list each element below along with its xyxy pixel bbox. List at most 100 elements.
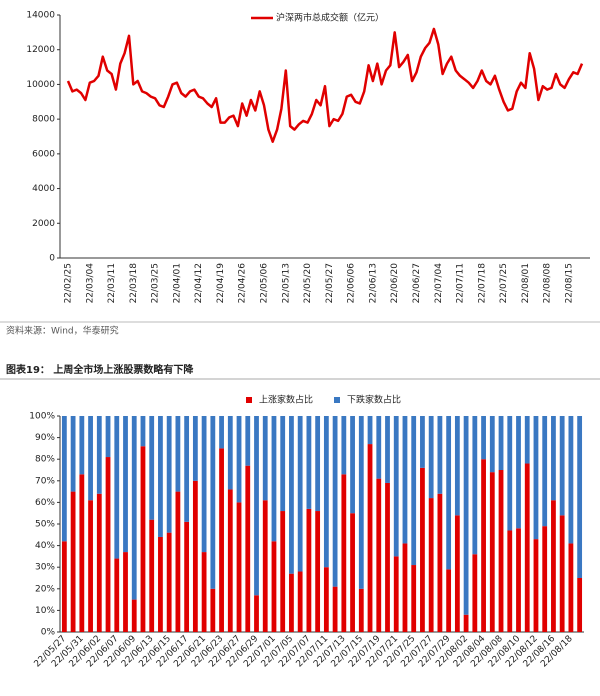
bar-segment	[402, 543, 408, 632]
bar-segment	[341, 474, 347, 632]
bar-segment	[332, 416, 338, 587]
bar-segment	[393, 556, 399, 632]
bar-segment	[385, 482, 390, 632]
x-tick-label: 22/05/27	[325, 263, 335, 303]
legend-swatch	[246, 397, 252, 403]
bar-segment	[420, 467, 425, 632]
y-tick-label: 10%	[35, 606, 55, 616]
bar-segment	[96, 416, 102, 494]
bar-segment	[428, 416, 434, 499]
bar-segment	[105, 416, 111, 458]
bar-segment	[577, 416, 583, 578]
bar-segment	[280, 416, 286, 512]
bar-segment	[245, 416, 251, 466]
bar-segment	[210, 588, 216, 632]
bar-segment	[158, 536, 163, 632]
bar-segment	[489, 416, 495, 473]
x-tick-label: 22/08/08	[543, 263, 553, 304]
bar-segment	[114, 558, 120, 632]
y-tick-label: 12000	[26, 45, 55, 55]
y-tick-label: 0%	[41, 628, 56, 638]
figure-title: 图表19： 上周全市场上涨股票数略有下降	[6, 363, 194, 376]
x-tick-label: 22/03/18	[129, 263, 139, 304]
bar-segment	[210, 416, 216, 589]
x-tick-label: 22/06/13	[368, 263, 378, 303]
x-tick-label: 22/06/06	[347, 263, 357, 304]
bar-segment	[454, 416, 460, 516]
x-tick-label: 22/04/26	[238, 263, 248, 304]
bar-segment	[472, 554, 478, 632]
bar-segment	[385, 416, 390, 483]
bar-segment	[437, 416, 443, 494]
bar-segment	[350, 513, 355, 632]
y-tick-label: 0	[49, 254, 55, 264]
bar-segment	[79, 474, 85, 632]
bar-segment	[332, 586, 338, 632]
bar-segment	[472, 416, 478, 555]
bar-segment	[219, 416, 224, 449]
bar-segment	[376, 478, 382, 632]
bar-segment	[227, 416, 233, 490]
bar-segment	[123, 416, 128, 553]
y-tick-label: 30%	[35, 563, 55, 573]
bar-segment	[254, 416, 259, 596]
bar-segment	[420, 416, 425, 468]
y-tick-label: 40%	[35, 541, 55, 551]
y-tick-label: 80%	[35, 455, 55, 465]
bar-segment	[350, 416, 355, 514]
bar-segment	[166, 532, 172, 632]
bar-segment	[507, 416, 513, 531]
bar-segment	[463, 416, 469, 615]
bar-segment	[306, 416, 312, 509]
bar-segment	[341, 416, 347, 475]
bar-segment	[454, 515, 460, 632]
x-tick-label: 22/07/11	[456, 263, 466, 303]
x-tick-label: 22/07/18	[477, 263, 487, 304]
y-tick-label: 100%	[29, 412, 55, 422]
bar-segment	[297, 416, 303, 572]
legend-label: 沪深两市总成交额（亿元）	[276, 12, 384, 24]
bar-segment	[61, 541, 67, 632]
bar-segment	[192, 416, 198, 481]
bar-segment	[227, 489, 233, 632]
bar-segment	[376, 416, 382, 479]
legend-label: 下跌家数占比	[347, 394, 401, 406]
bar-segment	[158, 416, 163, 537]
y-tick-label: 20%	[35, 584, 55, 594]
bar-segment	[289, 416, 294, 574]
bar-segment	[516, 416, 521, 529]
bar-segment	[271, 541, 277, 632]
bar-segment	[280, 511, 286, 632]
bar-segment	[542, 526, 548, 632]
bar-segment	[358, 416, 364, 589]
x-tick-label: 22/04/01	[172, 263, 182, 303]
bar-segment	[315, 416, 321, 512]
bar-segment	[568, 416, 574, 544]
x-tick-label: 22/05/13	[281, 263, 291, 303]
bar-segment	[79, 416, 85, 475]
bar-segment	[131, 599, 137, 632]
x-tick-label: 22/05/06	[260, 263, 270, 304]
x-tick-label: 22/03/04	[85, 263, 95, 304]
bar-segment	[175, 491, 181, 632]
bar-segment	[306, 508, 312, 632]
x-tick-label: 22/06/20	[390, 263, 400, 304]
bar-segment	[105, 457, 111, 632]
x-tick-label: 22/06/27	[412, 263, 422, 303]
y-tick-label: 14000	[26, 11, 55, 21]
bar-segment	[489, 472, 495, 632]
x-tick-label: 22/03/25	[151, 263, 161, 303]
x-tick-label: 22/07/25	[499, 263, 509, 303]
bar-segment	[184, 521, 190, 632]
bar-segment	[498, 416, 504, 470]
bar-segment	[131, 416, 137, 600]
bar-segment	[192, 480, 198, 632]
bar-segment	[201, 552, 207, 632]
bar-segment	[201, 416, 207, 553]
bar-segment	[297, 571, 303, 632]
y-tick-label: 70%	[35, 476, 55, 486]
bar-segment	[428, 498, 434, 632]
bar-segment	[481, 416, 486, 460]
x-tick-label: 22/04/12	[194, 263, 204, 303]
